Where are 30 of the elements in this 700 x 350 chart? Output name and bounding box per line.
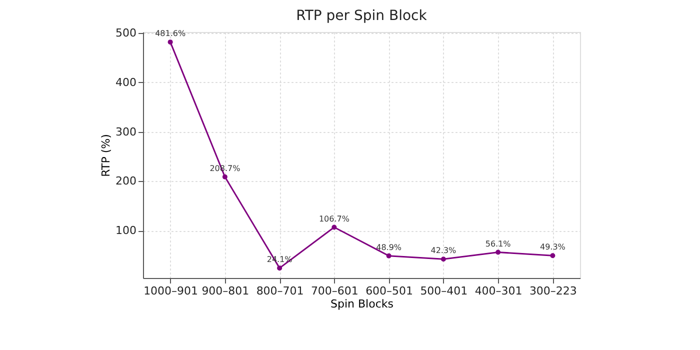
point <box>332 224 337 230</box>
data-label: 106.7% <box>318 214 350 224</box>
y-tick-label: 500 <box>116 26 136 40</box>
x-tick-label: 600–501 <box>366 284 414 298</box>
y-tick-label: 200 <box>116 174 136 188</box>
point <box>168 40 173 45</box>
x-tick-label: 900–801 <box>202 284 250 298</box>
y-tick-label: 400 <box>116 76 136 89</box>
point <box>222 174 228 180</box>
x-tick-label: 400–301 <box>474 284 522 298</box>
point <box>386 253 392 258</box>
x-axis-title: Spin Blocks <box>330 298 394 310</box>
data-label: 481.6% <box>155 29 186 38</box>
point <box>496 250 501 255</box>
x-tick-label: 1000–901 <box>144 284 198 298</box>
y-tick-label: 100 <box>116 224 136 238</box>
data-label: 48.9% <box>376 242 402 252</box>
x-tick-label: 700–601 <box>310 284 358 298</box>
data-label: 56.1% <box>485 239 512 248</box>
y-tick-label: 300 <box>116 125 136 138</box>
data-label: 49.3% <box>540 242 566 252</box>
data-label: 42.3% <box>430 246 457 256</box>
x-tick-label: 500–401 <box>420 284 468 298</box>
point <box>277 266 282 271</box>
x-tick-label: 800–701 <box>256 284 304 298</box>
chart-title: RTP per Spin Block <box>296 8 428 24</box>
point <box>550 253 556 258</box>
x-tick-label: 300–223 <box>529 284 577 298</box>
point <box>440 256 446 262</box>
y-axis-title: RTP (%) <box>100 134 113 177</box>
